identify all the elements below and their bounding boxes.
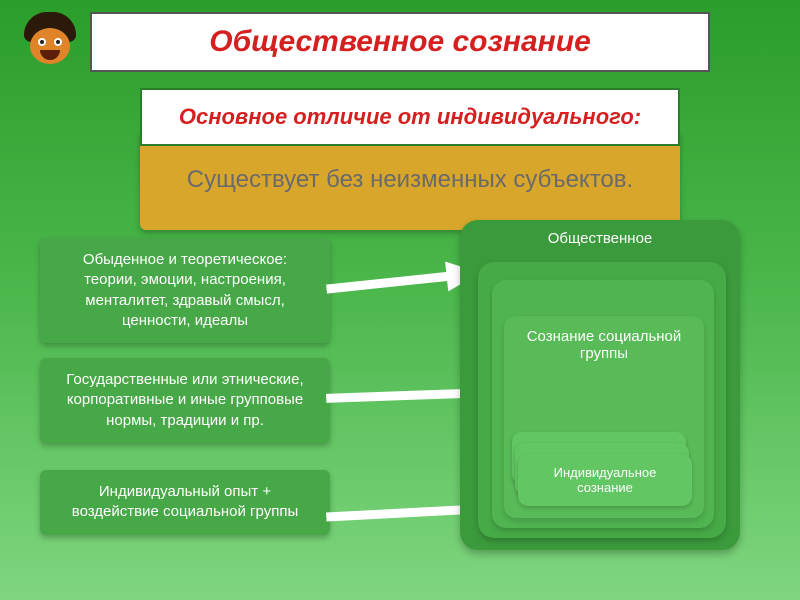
subtitle-box: Основное отличие от индивидуального: — [140, 88, 680, 146]
nested-middle-label: Сознание социальной группы — [527, 328, 682, 362]
subtitle-text: Основное отличие от индивидуального: — [179, 104, 641, 130]
arrow-1 — [325, 258, 482, 304]
nested-level-3: Сознание социальной группы Индивидуально… — [492, 280, 714, 528]
title-text: Общественное сознание — [209, 25, 591, 59]
nested-inner: Индивидуальное сознание — [518, 454, 692, 506]
left-box-3-text: Индивидуальный опыт + воздействие социал… — [72, 483, 298, 520]
sub-banner-text: Существует без неизменных субъектов. — [187, 166, 633, 194]
nested-inner-label: Индивидуальное сознание — [528, 465, 682, 495]
title-box: Общественное сознание — [90, 12, 710, 72]
cartoon-face-icon — [22, 16, 78, 72]
nested-middle: Сознание социальной группы Индивидуально… — [504, 316, 704, 518]
left-box-1-text: Обыденное и теоретическое: теории, эмоци… — [83, 251, 287, 329]
nested-level-2: Сознание социальной группы Индивидуально… — [478, 262, 726, 538]
inner-card-stack: Индивидуальное сознание — [518, 436, 692, 506]
left-box-3: Индивидуальный опыт + воздействие социал… — [40, 470, 330, 535]
left-box-2: Государственные или этнические, корпорат… — [40, 358, 330, 443]
left-box-2-text: Государственные или этнические, корпорат… — [66, 371, 303, 429]
nested-outer: Общественное Сознание социальной группы … — [460, 220, 740, 550]
nested-outer-label: Общественное — [460, 220, 740, 247]
left-box-1: Обыденное и теоретическое: теории, эмоци… — [40, 238, 330, 343]
